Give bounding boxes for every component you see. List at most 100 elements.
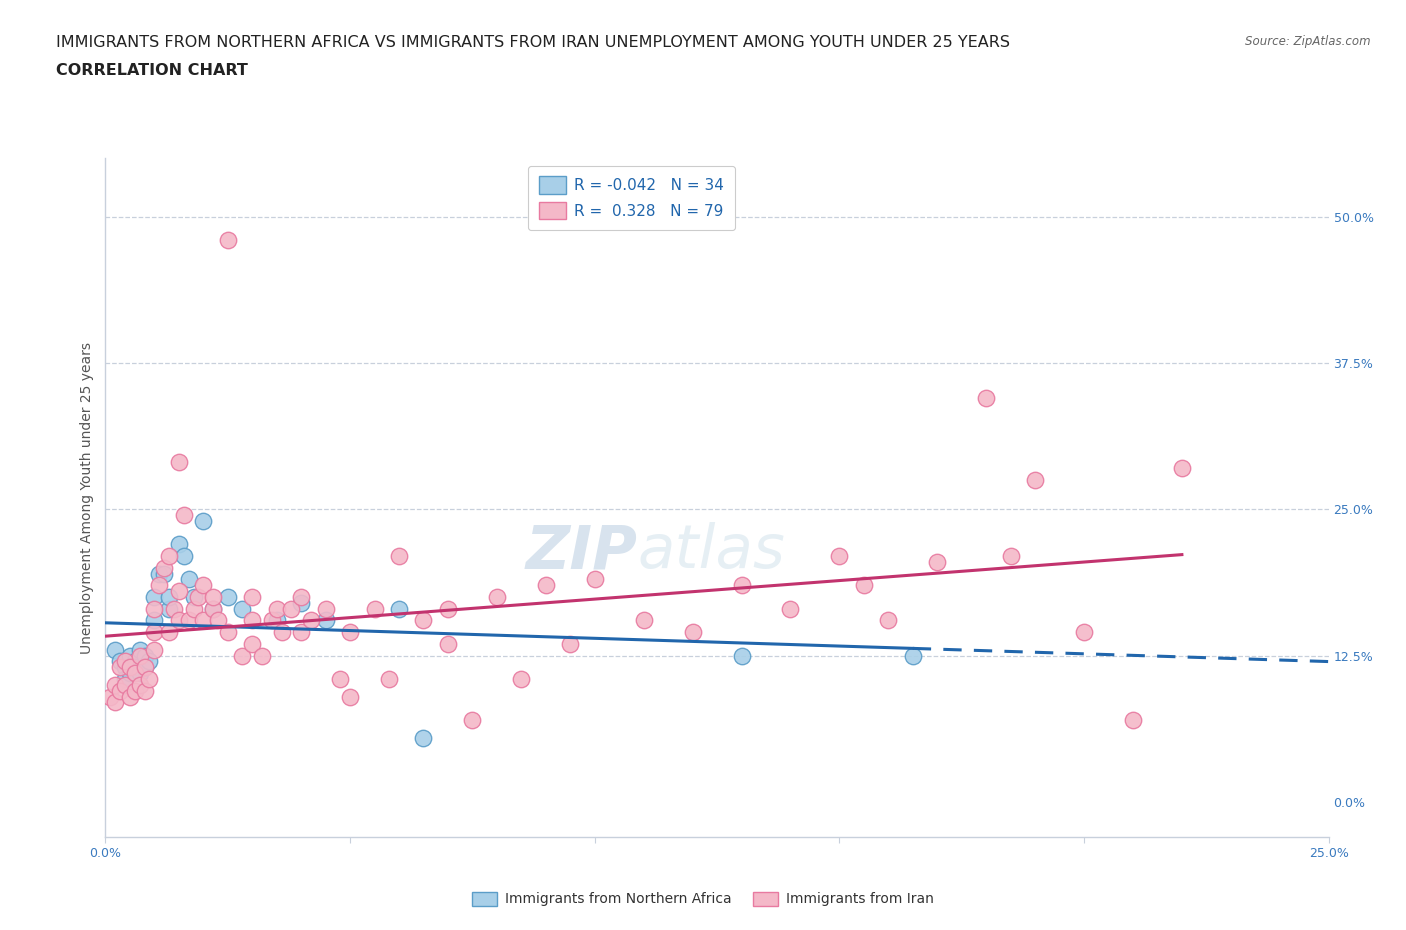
- Point: [108, 654, 131, 669]
- Point: [290, 595, 312, 610]
- Point: [157, 590, 180, 604]
- Point: [682, 625, 704, 640]
- Point: [114, 654, 136, 669]
- Point: [412, 613, 434, 628]
- Point: [114, 660, 136, 675]
- Point: [388, 602, 411, 617]
- Point: [207, 613, 229, 628]
- Point: [240, 613, 263, 628]
- Point: [437, 636, 460, 651]
- Point: [266, 613, 288, 628]
- Point: [240, 590, 263, 604]
- Point: [183, 602, 205, 617]
- Point: [153, 566, 176, 581]
- Point: [118, 689, 141, 704]
- Point: [730, 648, 752, 663]
- Point: [143, 625, 166, 640]
- Point: [167, 613, 190, 628]
- Legend: R = -0.042   N = 34, R =  0.328   N = 79: R = -0.042 N = 34, R = 0.328 N = 79: [529, 166, 735, 230]
- Point: [485, 590, 508, 604]
- Point: [290, 625, 312, 640]
- Point: [124, 684, 146, 698]
- Point: [138, 654, 160, 669]
- Point: [583, 572, 606, 587]
- Point: [143, 590, 166, 604]
- Text: Source: ZipAtlas.com: Source: ZipAtlas.com: [1246, 35, 1371, 48]
- Point: [852, 578, 875, 592]
- Point: [1171, 461, 1194, 476]
- Point: [315, 613, 337, 628]
- Text: atlas: atlas: [637, 523, 786, 581]
- Point: [143, 613, 166, 628]
- Legend: Immigrants from Northern Africa, Immigrants from Iran: Immigrants from Northern Africa, Immigra…: [467, 886, 939, 912]
- Point: [1073, 625, 1095, 640]
- Point: [217, 625, 239, 640]
- Point: [1024, 472, 1046, 487]
- Point: [202, 602, 225, 617]
- Text: ZIP: ZIP: [526, 523, 637, 581]
- Point: [163, 602, 186, 617]
- Point: [633, 613, 655, 628]
- Point: [1122, 712, 1144, 727]
- Y-axis label: Unemployment Among Youth under 25 years: Unemployment Among Youth under 25 years: [80, 341, 94, 654]
- Point: [104, 643, 127, 658]
- Point: [378, 671, 401, 686]
- Point: [167, 537, 190, 551]
- Point: [240, 636, 263, 651]
- Point: [143, 602, 166, 617]
- Point: [461, 712, 484, 727]
- Point: [177, 613, 200, 628]
- Point: [108, 660, 131, 675]
- Point: [730, 578, 752, 592]
- Point: [128, 677, 150, 692]
- Point: [173, 508, 195, 523]
- Point: [134, 684, 156, 698]
- Point: [974, 391, 997, 405]
- Point: [217, 590, 239, 604]
- Point: [114, 671, 136, 686]
- Point: [202, 602, 225, 617]
- Point: [153, 561, 176, 576]
- Point: [250, 648, 273, 663]
- Point: [128, 643, 150, 658]
- Text: CORRELATION CHART: CORRELATION CHART: [56, 63, 247, 78]
- Point: [134, 660, 156, 675]
- Point: [134, 648, 156, 663]
- Point: [118, 660, 141, 675]
- Point: [202, 590, 225, 604]
- Point: [560, 636, 582, 651]
- Point: [877, 613, 900, 628]
- Point: [157, 625, 180, 640]
- Point: [231, 648, 253, 663]
- Point: [510, 671, 533, 686]
- Point: [901, 648, 924, 663]
- Point: [183, 590, 205, 604]
- Point: [779, 602, 801, 617]
- Point: [98, 689, 121, 704]
- Point: [339, 625, 361, 640]
- Text: IMMIGRANTS FROM NORTHERN AFRICA VS IMMIGRANTS FROM IRAN UNEMPLOYMENT AMONG YOUTH: IMMIGRANTS FROM NORTHERN AFRICA VS IMMIG…: [56, 35, 1011, 50]
- Point: [329, 671, 352, 686]
- Point: [128, 666, 150, 681]
- Point: [118, 666, 141, 681]
- Point: [148, 566, 170, 581]
- Point: [437, 602, 460, 617]
- Point: [128, 648, 150, 663]
- Point: [1000, 549, 1022, 564]
- Point: [124, 654, 146, 669]
- Point: [143, 643, 166, 658]
- Point: [138, 671, 160, 686]
- Point: [193, 513, 215, 528]
- Point: [412, 730, 434, 745]
- Point: [173, 549, 195, 564]
- Point: [134, 660, 156, 675]
- Point: [388, 549, 411, 564]
- Point: [187, 590, 209, 604]
- Point: [118, 648, 141, 663]
- Point: [315, 602, 337, 617]
- Point: [299, 613, 322, 628]
- Point: [363, 602, 385, 617]
- Point: [124, 666, 146, 681]
- Point: [339, 689, 361, 704]
- Point: [828, 549, 851, 564]
